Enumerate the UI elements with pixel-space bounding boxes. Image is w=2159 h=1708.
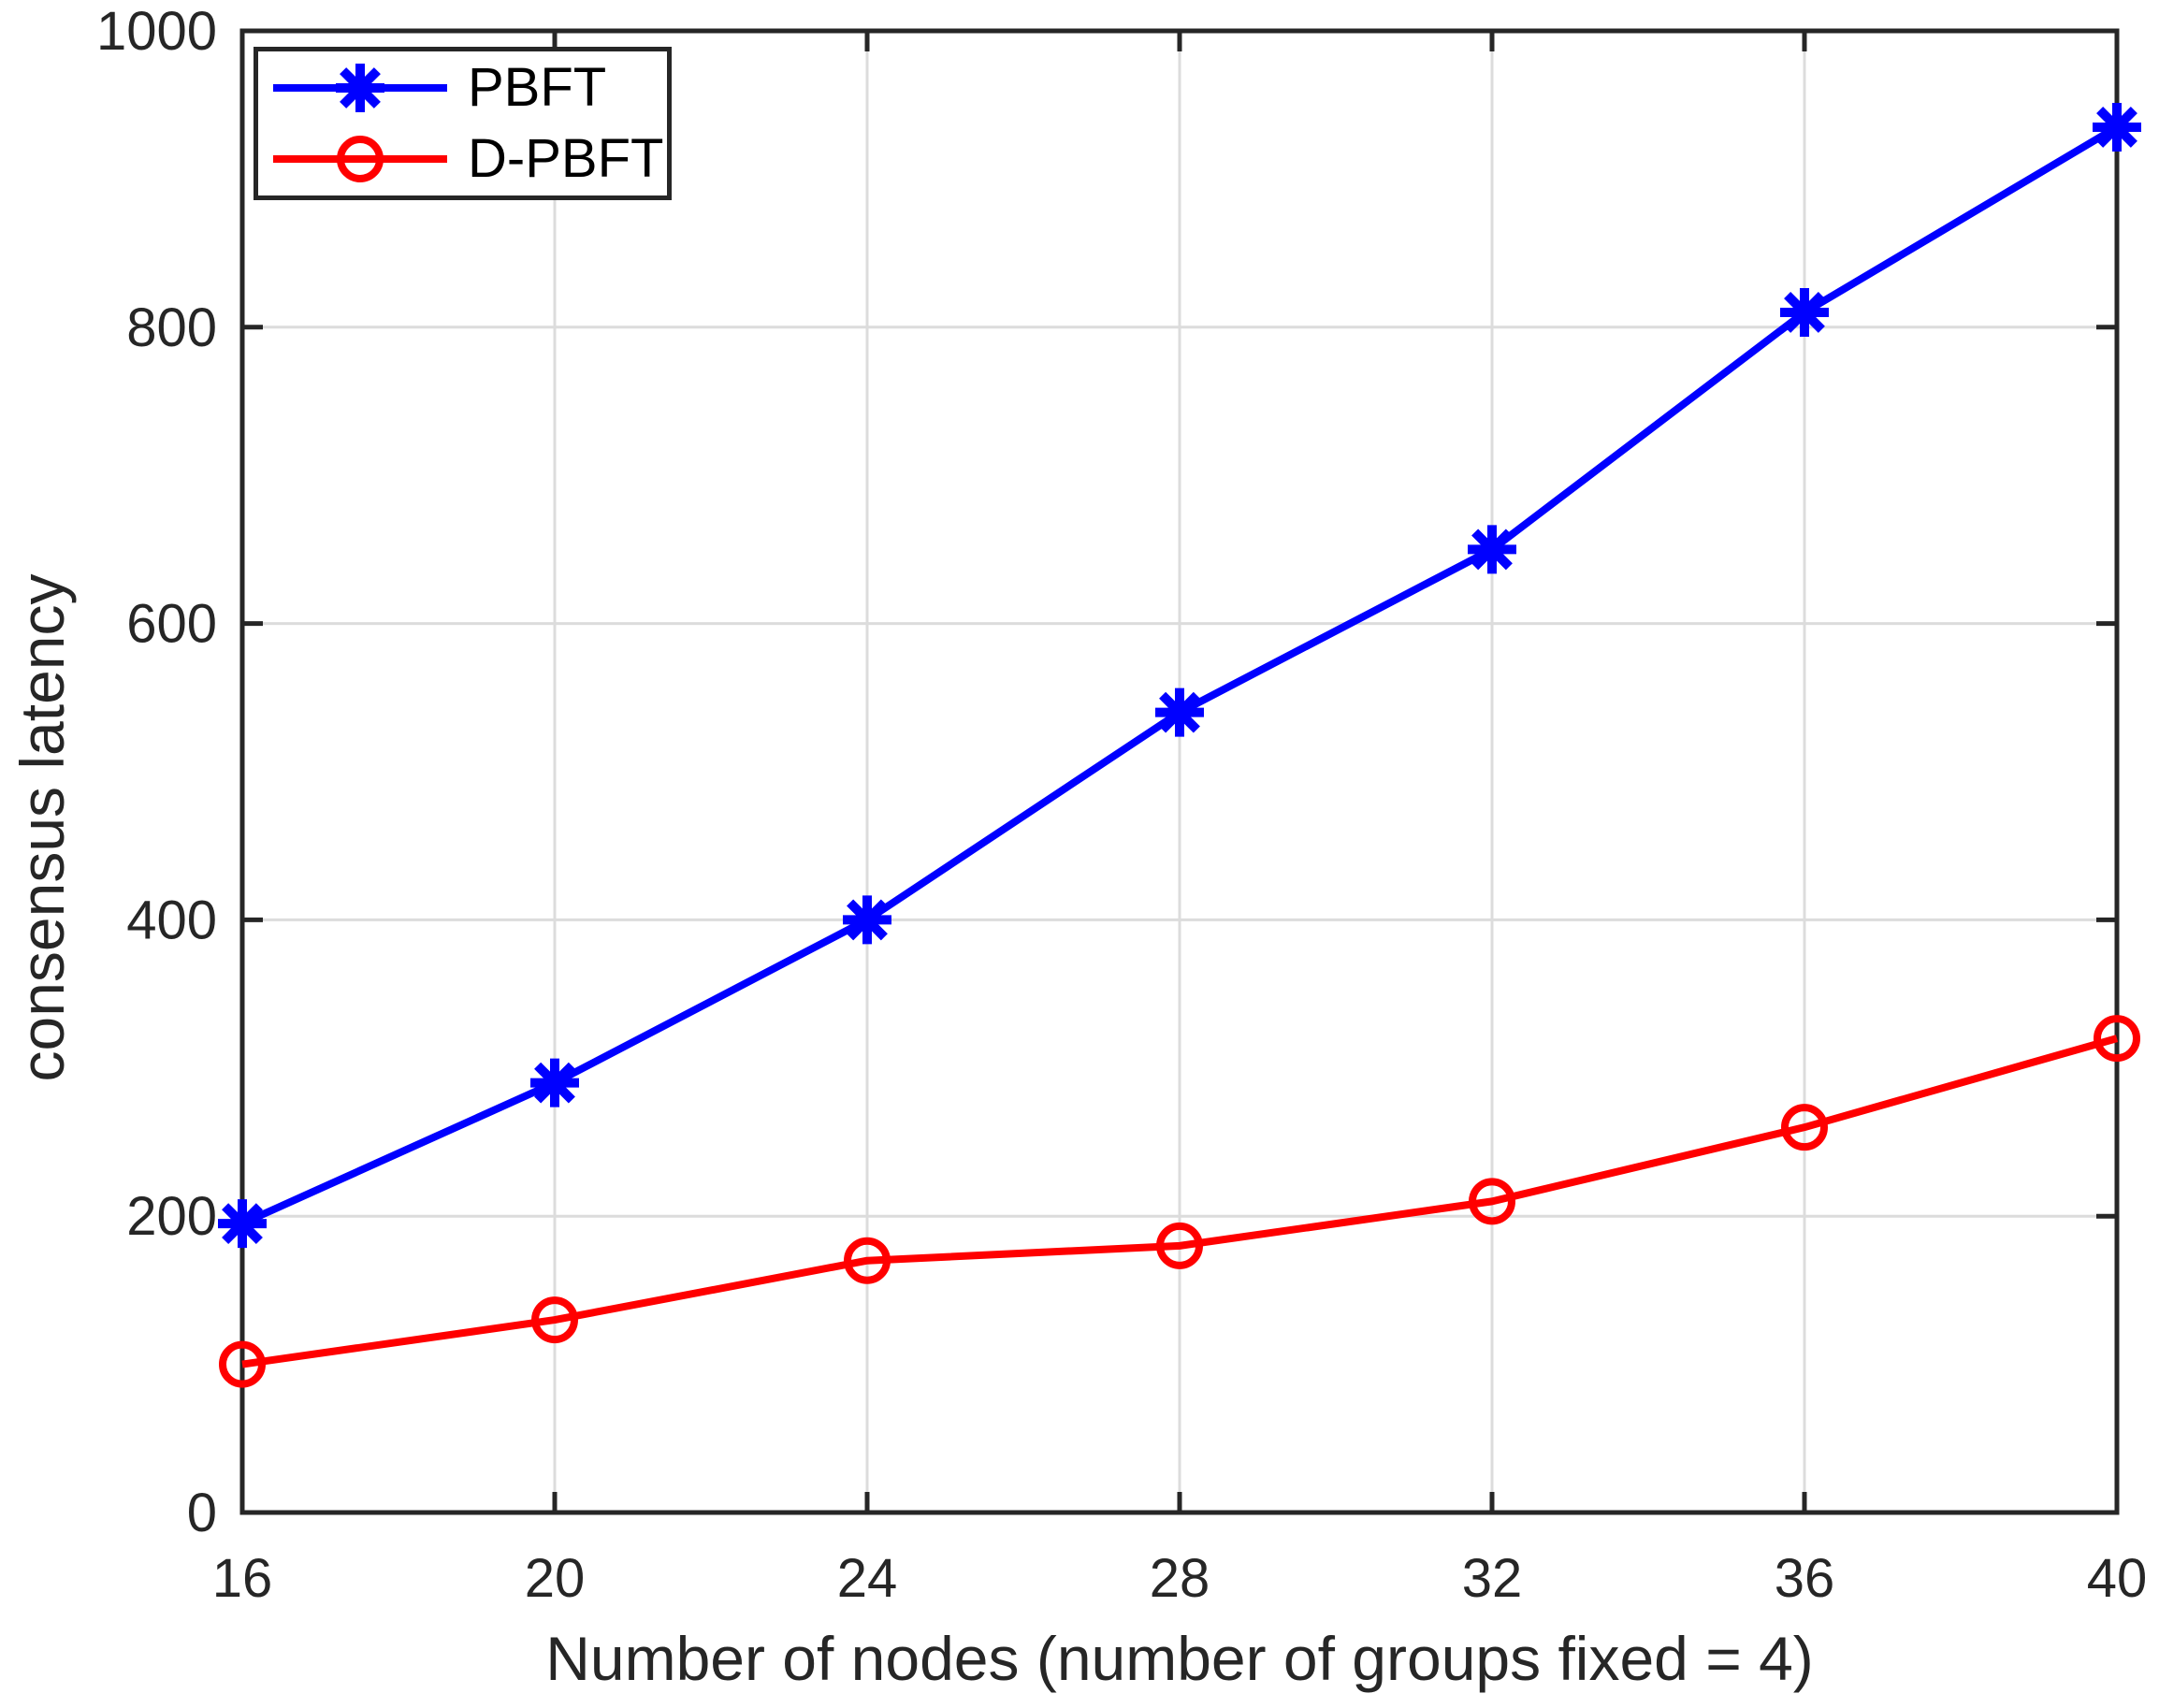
data-point-asterisk <box>1780 287 1829 337</box>
marker-stroke <box>847 899 888 941</box>
data-point-asterisk <box>1155 688 1204 737</box>
x-tick-label: 24 <box>837 1548 898 1609</box>
y-tick-label: 200 <box>126 1186 217 1247</box>
data-point-asterisk <box>843 895 891 945</box>
data-point-circle <box>1469 1178 1515 1225</box>
x-axis-label: Number of nodes (number of groups fixed … <box>545 1624 1814 1693</box>
x-tick-label: 16 <box>212 1548 273 1609</box>
data-point-asterisk <box>1468 525 1516 574</box>
y-tick-label: 800 <box>126 297 217 358</box>
marker-stroke <box>534 1062 575 1104</box>
marker-stroke <box>1784 292 1825 333</box>
legend-label-dpbft: D-PBFT <box>468 127 664 189</box>
legend-item-pbft: PBFT <box>258 54 667 122</box>
data-point-circle <box>531 1296 578 1344</box>
y-tick-label: 1000 <box>96 1 217 62</box>
data-point-asterisk <box>218 1199 267 1249</box>
data-point-circle <box>1156 1222 1203 1269</box>
x-tick-label: 32 <box>1462 1548 1523 1609</box>
data-point-circle <box>219 1340 266 1388</box>
pbft-line-sample-icon <box>273 64 447 113</box>
y-tick-label: 0 <box>187 1483 217 1543</box>
data-point-circle <box>1781 1104 1828 1151</box>
y-tick-label: 600 <box>126 594 217 655</box>
x-tick-label: 20 <box>525 1548 586 1609</box>
legend-item-dpbft: D-PBFT <box>258 125 667 193</box>
series-d-pbft <box>219 1015 2140 1388</box>
series-pbft <box>218 102 2141 1249</box>
dpbft-line-sample-icon <box>273 135 447 182</box>
legend-asterisk-marker <box>336 64 384 113</box>
marker-stroke <box>340 67 381 109</box>
marker-stroke <box>2096 107 2137 148</box>
x-tick-label: 36 <box>1775 1548 1835 1609</box>
marker-stroke <box>1471 528 1513 571</box>
gridlines <box>240 29 2119 1514</box>
data-point-asterisk <box>530 1058 579 1107</box>
marker-stroke <box>222 1203 263 1245</box>
y-tick-label: 400 <box>126 890 217 950</box>
x-tick-label: 28 <box>1150 1548 1210 1609</box>
legend-circle-marker <box>337 135 384 182</box>
data-point-circle <box>844 1237 891 1284</box>
marker-stroke <box>1159 691 1200 733</box>
legend-label-pbft: PBFT <box>468 57 607 119</box>
legend: PBFT D-PBFT <box>254 47 672 200</box>
data-point-circle <box>2094 1015 2140 1063</box>
x-tick-label: 40 <box>2087 1548 2148 1609</box>
y-axis-label: consensus latency <box>7 574 77 1082</box>
series-line-d-pbft <box>241 1035 2119 1368</box>
data-point-asterisk <box>2093 102 2141 152</box>
